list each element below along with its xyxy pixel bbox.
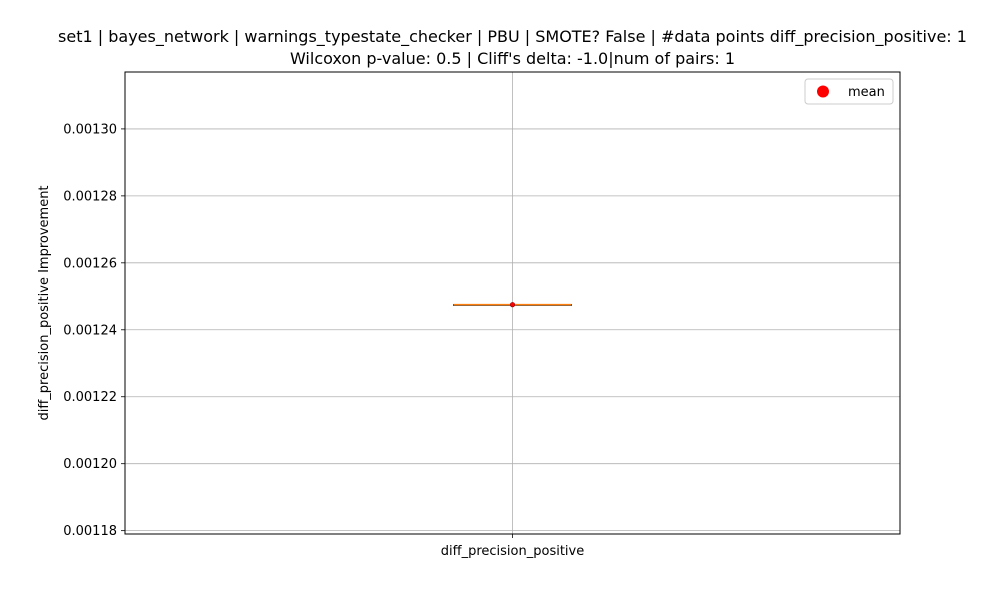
mean-marker — [509, 302, 516, 308]
y-tick-label: 0.00118 — [63, 524, 117, 539]
legend-box — [804, 78, 894, 105]
box-layer — [453, 302, 572, 308]
x-tick-label: diff_precision_positive — [441, 544, 584, 559]
y-tick-label: 0.00126 — [63, 256, 117, 271]
y-tick-label: 0.00124 — [63, 323, 117, 338]
y-tick-label: 0.00128 — [63, 189, 117, 204]
y-axis-label: diff_precision_positive Improvement — [37, 185, 52, 420]
y-axis-ticks: 0.00118 0.00120 0.00122 0.00124 0.00126 0.001… — [63, 122, 125, 539]
y-tick-label: 0.00122 — [63, 390, 117, 405]
y-tick-label: 0.00130 — [63, 122, 117, 137]
y-tick-label: 0.00120 — [63, 457, 117, 472]
x-axis-ticks: diff_precision_positive — [441, 534, 584, 559]
grid-layer — [125, 72, 900, 534]
legend-marker-mean — [817, 85, 829, 98]
plot-area-frame — [124, 71, 901, 535]
chart-title-line-1: set1 | bayes_network | warnings_typestat… — [58, 27, 967, 46]
legend: mean — [804, 78, 894, 105]
legend-label-mean: mean — [848, 85, 885, 100]
chart-title-line-2: Wilcoxon p-value: 0.5 | Cliff's delta: -… — [289, 49, 736, 68]
